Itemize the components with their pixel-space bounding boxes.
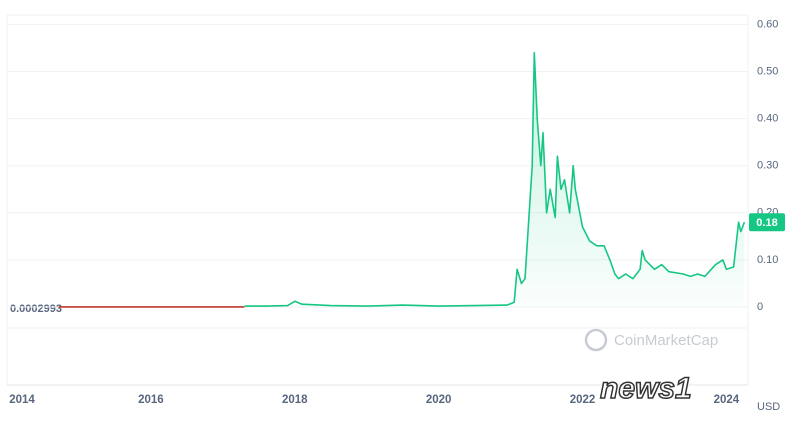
x-tick-label: 2020	[426, 394, 452, 406]
watermark: CoinMarketCap	[614, 332, 718, 349]
last-price-label: 0.18	[756, 217, 777, 229]
start-price-label: 0.0002993	[10, 303, 62, 315]
y-tick-label: 0.30	[757, 160, 778, 172]
x-tick-label: 2018	[282, 394, 308, 406]
plot-frame	[6, 14, 749, 386]
y-tick-label: 0.60	[757, 18, 778, 30]
last-price-tag	[749, 213, 785, 232]
y-tick-label: 0.50	[757, 65, 778, 77]
source-logo: news1	[600, 372, 692, 405]
y-tick-label: 0.40	[757, 113, 778, 125]
watermark-icon	[584, 328, 608, 352]
x-tick-label: 2022	[570, 394, 596, 406]
y-tick-label: 0	[757, 301, 763, 313]
x-tick-label: 2016	[138, 394, 164, 406]
x-tick-label: 2014	[9, 394, 35, 406]
y-unit: USD	[757, 401, 780, 413]
area	[244, 52, 745, 308]
x-tick-label: 2024	[714, 394, 740, 406]
price-line	[244, 51, 746, 307]
y-tick-label: 0.10	[757, 254, 778, 266]
watermark-group: CoinMarketCap	[584, 328, 718, 352]
